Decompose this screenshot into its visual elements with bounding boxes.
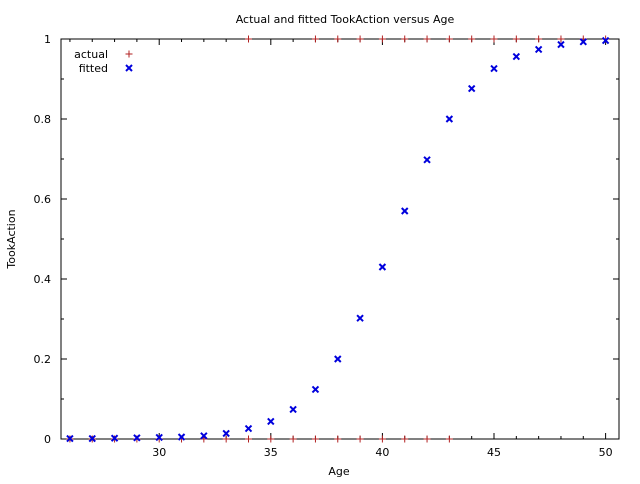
- marker-x-b: [490, 64, 498, 73]
- marker-x-b: [267, 417, 275, 426]
- data-point-actual: [423, 35, 431, 43]
- data-point-fitted: [133, 434, 141, 442]
- data-point-actual: [244, 435, 252, 443]
- data-point-fitted: [356, 314, 364, 322]
- data-point-fitted: [110, 434, 119, 442]
- marker-x-b: [334, 355, 342, 363]
- marker-x-b: [423, 156, 431, 164]
- data-point-fitted: [334, 355, 342, 363]
- data-point-fitted: [88, 434, 96, 443]
- y-tick-label: 0.8: [34, 113, 52, 126]
- marker-x-b: [125, 64, 133, 72]
- legend-label: fitted: [79, 62, 108, 75]
- marker-x-b: [200, 432, 208, 440]
- data-point-fitted: [467, 84, 476, 93]
- marker-x-b: [289, 405, 297, 414]
- data-point-actual: [356, 35, 364, 43]
- marker-x-b: [467, 84, 476, 93]
- data-point-fitted: [244, 424, 253, 433]
- y-tick-label: 0.6: [34, 193, 52, 206]
- data-point-fitted: [512, 52, 521, 61]
- legend-marker-actual: [125, 50, 133, 58]
- y-tick-label: 0.4: [34, 273, 52, 286]
- data-point-actual: [445, 35, 453, 43]
- data-point-fitted: [423, 156, 431, 164]
- marker-x-b: [557, 40, 565, 49]
- data-point-actual: [445, 435, 453, 443]
- data-point-fitted: [267, 417, 275, 426]
- data-point-actual: [378, 435, 386, 443]
- data-point-fitted: [222, 429, 230, 438]
- marker-x-b: [155, 433, 163, 442]
- data-point-actual: [512, 35, 520, 43]
- marker-x-b: [66, 434, 74, 443]
- data-point-actual: [468, 35, 476, 43]
- marker-x-b: [133, 434, 141, 442]
- marker-x-b: [579, 38, 587, 46]
- data-point-fitted: [401, 207, 409, 215]
- marker-x-b: [512, 52, 521, 61]
- marker-x-b: [378, 263, 387, 271]
- data-point-fitted: [534, 45, 543, 54]
- marker-x-b: [110, 434, 119, 442]
- marker-x-b: [401, 207, 409, 215]
- marker-x-b: [311, 385, 320, 394]
- data-point-fitted: [579, 38, 587, 46]
- marker-x-b: [177, 433, 186, 441]
- data-point-fitted: [557, 40, 565, 49]
- data-point-actual: [490, 35, 498, 43]
- plot-frame: [60, 38, 620, 440]
- data-point-actual: [289, 435, 297, 443]
- data-point-fitted: [155, 433, 163, 442]
- data-point-actual: [423, 435, 431, 443]
- data-point-actual: [244, 35, 252, 43]
- data-point-fitted: [200, 432, 208, 440]
- legend-marker-fitted: [125, 64, 133, 72]
- x-axis-label: Age: [328, 465, 350, 478]
- data-point-fitted: [177, 433, 186, 441]
- data-point-actual: [557, 35, 565, 43]
- marker-x-b: [534, 45, 543, 54]
- y-tick-label: 0.2: [34, 353, 52, 366]
- marker-x-b: [601, 36, 610, 45]
- plot-area: 30 35 40 45 50 0 0.2 0.4 0.6 0.8 1: [34, 33, 620, 459]
- data-point-actual: [311, 35, 319, 43]
- x-tick-label: 50: [599, 446, 613, 459]
- marker-x-b: [356, 314, 364, 322]
- x-tick-label: 45: [487, 446, 501, 459]
- data-point-fitted: [601, 36, 610, 45]
- data-point-fitted: [289, 405, 297, 414]
- marker-x-b: [222, 429, 230, 438]
- y-tick-label: 1: [44, 33, 51, 46]
- data-point-actual: [334, 35, 342, 43]
- data-point-actual: [401, 35, 409, 43]
- data-point-actual: [222, 435, 230, 443]
- data-point-actual: [356, 435, 364, 443]
- marker-x-b: [244, 424, 253, 433]
- marker-x-b: [88, 434, 96, 443]
- data-point-actual: [334, 435, 342, 443]
- data-point-fitted: [445, 115, 454, 123]
- data-point-actual: [378, 35, 386, 43]
- data-point-fitted: [311, 385, 320, 394]
- y-axis-label: TookAction: [5, 209, 18, 269]
- data-point-actual: [401, 435, 409, 443]
- x-tick-label: 30: [152, 446, 166, 459]
- marker-x-b: [445, 115, 454, 123]
- data-point-fitted: [66, 434, 74, 443]
- data-point-actual: [311, 435, 319, 443]
- data-point-fitted: [490, 64, 498, 73]
- chart-title: Actual and fitted TookAction versus Age: [236, 13, 455, 26]
- legend-label: actual: [74, 48, 108, 61]
- y-tick-label: 0: [44, 433, 51, 446]
- data-point-actual: [267, 435, 275, 443]
- data-point-actual: [535, 35, 543, 43]
- x-tick-label: 40: [375, 446, 389, 459]
- data-point-fitted: [378, 263, 387, 271]
- x-tick-label: 35: [264, 446, 278, 459]
